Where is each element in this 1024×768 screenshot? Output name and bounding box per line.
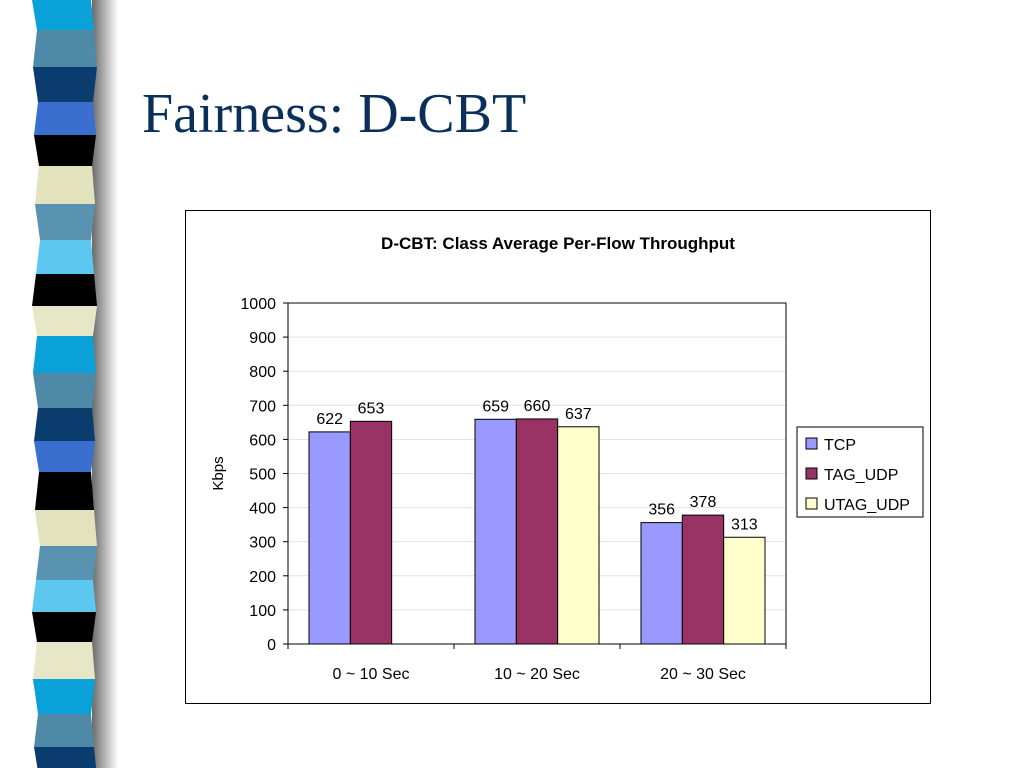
data-label: 653	[358, 400, 385, 417]
strip-segment	[32, 612, 96, 642]
strip-segment	[36, 546, 97, 580]
y-tick-label: 400	[249, 501, 276, 518]
strip-segment	[33, 336, 96, 373]
bar	[557, 426, 600, 645]
strip-segment	[34, 102, 96, 135]
x-category-label: 20 ~ 30 Sec	[660, 666, 746, 683]
strip-shadow	[92, 0, 118, 768]
data-label: 356	[648, 502, 675, 519]
strip-segment	[35, 166, 95, 204]
legend	[796, 426, 924, 518]
strip-segment	[32, 274, 97, 306]
data-label: 622	[316, 411, 343, 428]
y-tick-label: 200	[249, 569, 276, 586]
y-tick-label: 700	[249, 398, 276, 415]
y-tick-label: 0	[267, 637, 276, 654]
y-axis-title: Kbps	[210, 456, 227, 490]
strip-segment	[32, 0, 94, 30]
strip-segment	[35, 204, 95, 240]
strip-segment	[34, 408, 95, 441]
legend-swatch	[805, 497, 818, 510]
chart-title: D-CBT: Class Average Per-Flow Throughput	[381, 234, 735, 253]
strip-segment	[34, 714, 94, 747]
bar	[515, 418, 559, 645]
strip-segment	[35, 472, 94, 510]
y-tick-label: 600	[249, 432, 276, 449]
strip-segment	[33, 67, 97, 102]
strip-segment	[33, 373, 96, 408]
bar	[308, 431, 351, 645]
decorative-side-strip	[32, 0, 118, 768]
y-tick-label: 300	[249, 535, 276, 552]
strip-segment	[33, 642, 95, 679]
strip-segment	[33, 30, 97, 67]
strip-segment	[34, 441, 95, 472]
legend-swatch	[805, 437, 818, 450]
y-tick-label: 900	[249, 330, 276, 347]
strip-segment	[35, 510, 97, 546]
legend-swatch	[805, 467, 818, 480]
x-category-label: 10 ~ 20 Sec	[494, 666, 580, 683]
strip-segment	[33, 679, 95, 714]
strip-segment	[32, 306, 97, 336]
strip-segment	[34, 747, 97, 768]
bar	[474, 418, 517, 645]
strip-segment	[34, 135, 96, 166]
data-label: 313	[731, 516, 758, 533]
y-tick-label: 100	[249, 603, 276, 620]
legend-label: TCP	[824, 437, 856, 454]
legend-label: TAG_UDP	[824, 467, 898, 484]
legend-label: UTAG_UDP	[824, 497, 910, 514]
data-label: 637	[565, 406, 592, 423]
bar	[349, 420, 393, 645]
bar-chart: D-CBT: Class Average Per-Flow Throughput…	[210, 234, 924, 683]
bar	[640, 522, 683, 645]
y-tick-label: 800	[249, 364, 276, 381]
data-label: 378	[690, 494, 717, 511]
chart-frame: D-CBT: Class Average Per-Flow Throughput…	[185, 210, 931, 704]
y-tick-label: 500	[249, 467, 276, 484]
x-category-label: 0 ~ 10 Sec	[333, 666, 410, 683]
slide-title: Fairness: D-CBT	[142, 83, 527, 145]
bar	[723, 536, 766, 645]
data-label: 659	[482, 398, 509, 415]
strip-segment	[32, 580, 96, 612]
bar	[681, 514, 725, 645]
data-label: 660	[524, 398, 551, 415]
y-tick-label: 1000	[240, 296, 276, 313]
strip-segment	[36, 240, 94, 274]
